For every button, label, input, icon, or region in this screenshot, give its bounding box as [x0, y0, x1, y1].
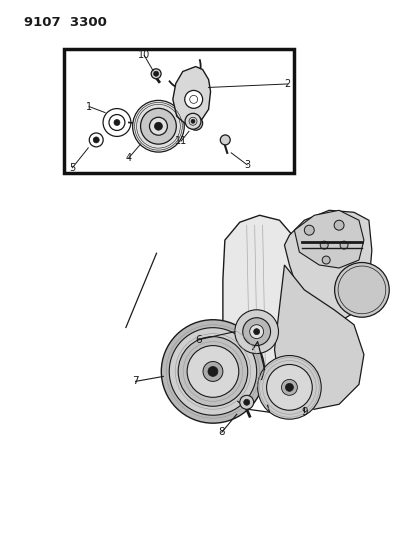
- Text: 9: 9: [301, 407, 308, 417]
- Circle shape: [114, 119, 120, 125]
- Circle shape: [133, 100, 184, 152]
- Circle shape: [240, 395, 254, 409]
- Circle shape: [187, 345, 239, 397]
- Text: 3: 3: [244, 160, 250, 170]
- Circle shape: [154, 71, 159, 76]
- Circle shape: [334, 220, 344, 230]
- Circle shape: [258, 356, 321, 419]
- Text: 6: 6: [196, 335, 202, 345]
- Bar: [64, 49, 294, 173]
- Circle shape: [150, 117, 167, 135]
- Circle shape: [235, 310, 279, 353]
- Circle shape: [282, 379, 298, 395]
- Text: 7: 7: [132, 376, 139, 386]
- Text: 4: 4: [126, 153, 132, 163]
- Text: 2: 2: [284, 79, 291, 89]
- Circle shape: [286, 383, 293, 391]
- Polygon shape: [223, 215, 296, 389]
- Circle shape: [203, 361, 223, 382]
- Circle shape: [169, 328, 256, 415]
- Circle shape: [254, 329, 260, 335]
- Text: 9107  3300: 9107 3300: [24, 16, 107, 29]
- Circle shape: [220, 135, 230, 145]
- Circle shape: [185, 114, 201, 129]
- Circle shape: [161, 320, 265, 423]
- Text: 1: 1: [86, 102, 92, 111]
- Text: 8: 8: [219, 427, 225, 437]
- Circle shape: [189, 116, 203, 130]
- Ellipse shape: [335, 263, 389, 317]
- Circle shape: [320, 241, 328, 249]
- Circle shape: [322, 256, 330, 264]
- Circle shape: [141, 108, 176, 144]
- Circle shape: [250, 325, 263, 338]
- Circle shape: [178, 337, 248, 406]
- Text: 10: 10: [138, 50, 150, 60]
- Circle shape: [185, 91, 203, 108]
- Text: 11: 11: [175, 136, 187, 146]
- Circle shape: [243, 318, 270, 345]
- Polygon shape: [294, 211, 364, 268]
- Circle shape: [93, 137, 99, 143]
- Polygon shape: [275, 265, 364, 409]
- Circle shape: [155, 122, 162, 130]
- Polygon shape: [284, 211, 372, 322]
- Circle shape: [208, 367, 218, 376]
- Circle shape: [340, 241, 348, 249]
- Circle shape: [151, 69, 161, 79]
- Circle shape: [304, 225, 314, 235]
- Circle shape: [191, 119, 195, 123]
- Polygon shape: [173, 67, 210, 126]
- Circle shape: [244, 399, 250, 405]
- Text: 5: 5: [69, 163, 76, 173]
- Circle shape: [267, 365, 312, 410]
